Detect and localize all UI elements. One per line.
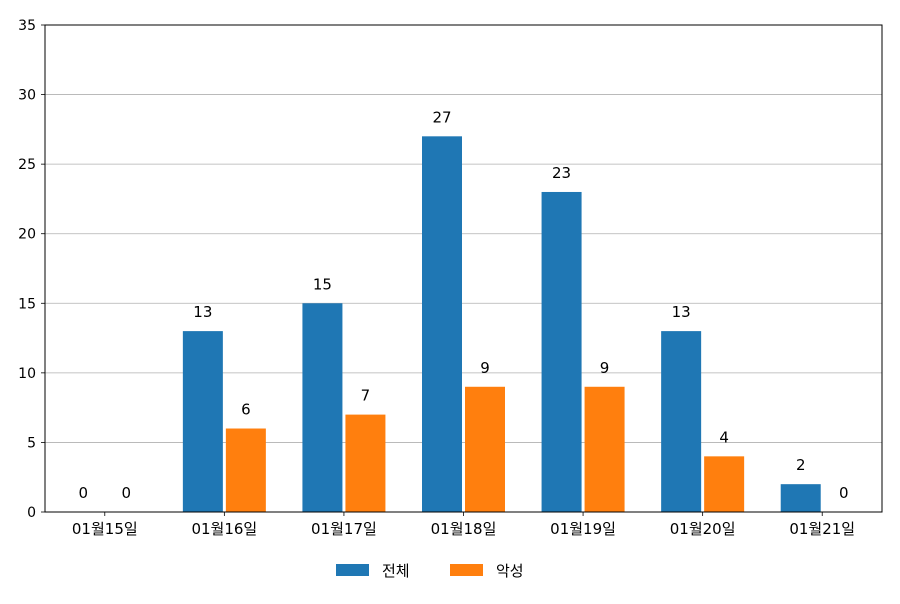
bars (182, 136, 821, 513)
x-tick-label: 01월21일 (789, 520, 855, 538)
y-tick-label: 15 (18, 296, 36, 312)
x-tick-label: 01월19일 (550, 520, 616, 538)
bar-total (541, 191, 582, 512)
data-label: 13 (193, 303, 212, 321)
legend: 전체 악성 (336, 562, 524, 580)
data-label: 27 (432, 108, 451, 126)
data-label: 7 (361, 387, 371, 405)
y-tick-label: 30 (18, 88, 36, 104)
data-label: 4 (719, 428, 729, 446)
data-label: 9 (600, 359, 610, 377)
x-tick-label: 01월18일 (431, 520, 497, 538)
bar-total (182, 331, 223, 512)
bar-total (422, 136, 462, 513)
x-tick-label: 01월17일 (311, 520, 377, 538)
data-label: 6 (241, 401, 251, 419)
y-tick-label: 5 (27, 435, 36, 451)
x-tick-label: 01월20일 (670, 520, 736, 538)
data-label: 2 (796, 456, 806, 474)
data-label: 0 (839, 484, 849, 502)
bar-total (780, 484, 821, 512)
legend-label: 악성 (496, 562, 524, 580)
bar-malicious (465, 386, 505, 512)
x-tick-label: 01월16일 (191, 520, 257, 538)
data-label: 23 (552, 164, 571, 182)
bar-malicious (704, 456, 745, 512)
data-label: 9 (480, 359, 490, 377)
bar-malicious (584, 386, 625, 512)
y-tick-label: 35 (18, 18, 36, 34)
bar-malicious (345, 414, 386, 512)
legend-swatch (450, 564, 483, 576)
grid-lines (45, 94, 882, 443)
legend-swatch (336, 564, 369, 576)
data-label: 15 (313, 275, 332, 293)
data-label: 0 (79, 484, 89, 502)
y-tick-label: 0 (27, 505, 36, 521)
y-tick-label: 20 (18, 227, 36, 243)
x-tick-label: 01월15일 (72, 520, 138, 538)
bar-malicious (225, 428, 266, 512)
y-tick-label: 25 (18, 157, 36, 173)
data-labels: 0 0 13 6 15 7 27 9 23 9 13 4 2 0 (79, 108, 849, 502)
bar-total (661, 331, 702, 512)
plot-frame (44, 24, 883, 513)
data-label: 0 (122, 484, 132, 502)
data-label: 13 (672, 303, 691, 321)
legend-label: 전체 (382, 562, 410, 580)
y-tick-label: 10 (18, 366, 36, 382)
bar-total (302, 303, 343, 512)
